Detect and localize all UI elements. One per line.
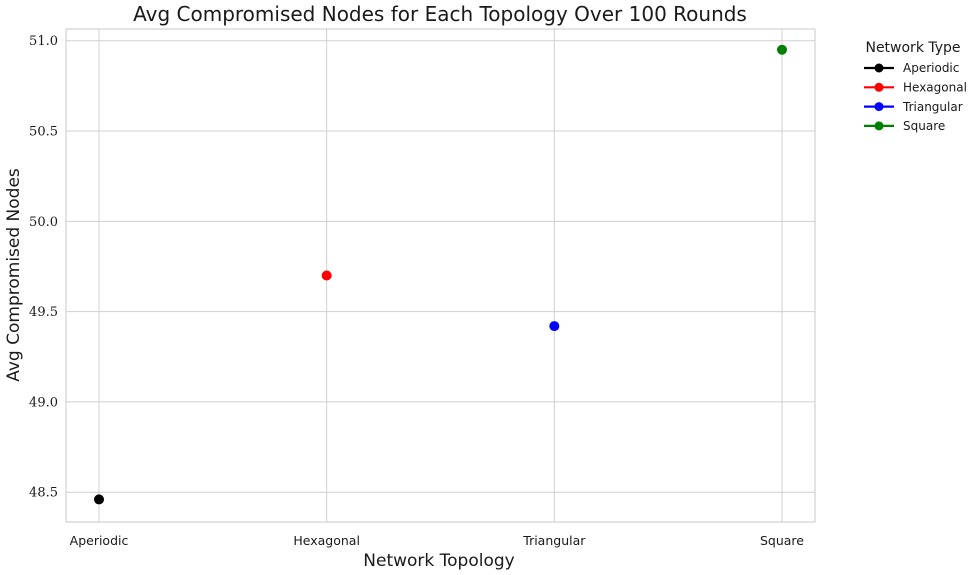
x-axis-label: Network Topology [363,551,514,571]
legend-marker [874,82,884,92]
x-tick-label: Hexagonal [293,533,360,548]
legend-label: Aperiodic [903,61,959,75]
plot-area-frame [65,28,816,523]
legend-label: Hexagonal [903,81,967,95]
y-axis-ticks: 48.5 49.0 49.5 50.0 50.5 51.0 [29,34,58,500]
data-point-aperiodic [94,494,104,505]
legend-label: Square [903,119,945,133]
y-axis-label: Avg Compromised Nodes [4,168,24,382]
y-tick-label: 49.5 [29,305,58,320]
x-axis-ticks: Aperiodic Hexagonal Triangular Square [70,533,805,548]
chart-title: Avg Compromised Nodes for Each Topology … [133,2,747,26]
y-tick-label: 49.0 [29,395,58,410]
y-tick-label: 48.5 [29,486,58,501]
x-tick-label: Aperiodic [70,533,129,548]
grid [66,29,815,522]
x-tick-label: Triangular [522,533,586,548]
data-point-square [777,44,787,55]
legend: Network Type Aperiodic Hexagonal Triangula… [864,40,967,133]
y-tick-label: 51.0 [29,34,58,49]
y-tick-label: 50.0 [29,215,58,230]
data-point-triangular [549,321,560,332]
y-tick-label: 50.5 [29,125,58,140]
x-tick-label: Square [760,533,804,548]
legend-marker [874,63,884,73]
legend-label: Triangular [902,100,963,114]
legend-marker [874,121,884,131]
legend-marker [874,102,884,112]
data-points [94,44,787,505]
data-point-hexagonal [321,270,332,281]
legend-title: Network Type [865,40,960,56]
